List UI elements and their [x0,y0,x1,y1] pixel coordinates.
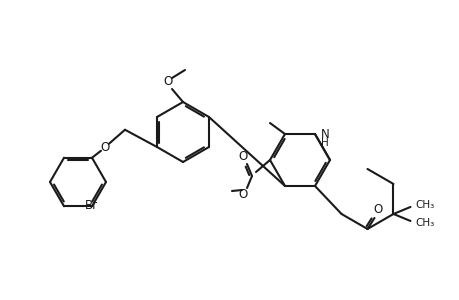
Text: O: O [238,188,247,202]
Text: O: O [100,141,109,154]
Text: O: O [163,74,172,88]
Text: N: N [320,128,329,140]
Text: H: H [320,138,328,148]
Text: CH₃: CH₃ [415,218,434,228]
Text: O: O [373,203,382,217]
Text: CH₃: CH₃ [415,200,434,210]
Text: Br: Br [84,199,98,212]
Text: O: O [238,149,247,163]
